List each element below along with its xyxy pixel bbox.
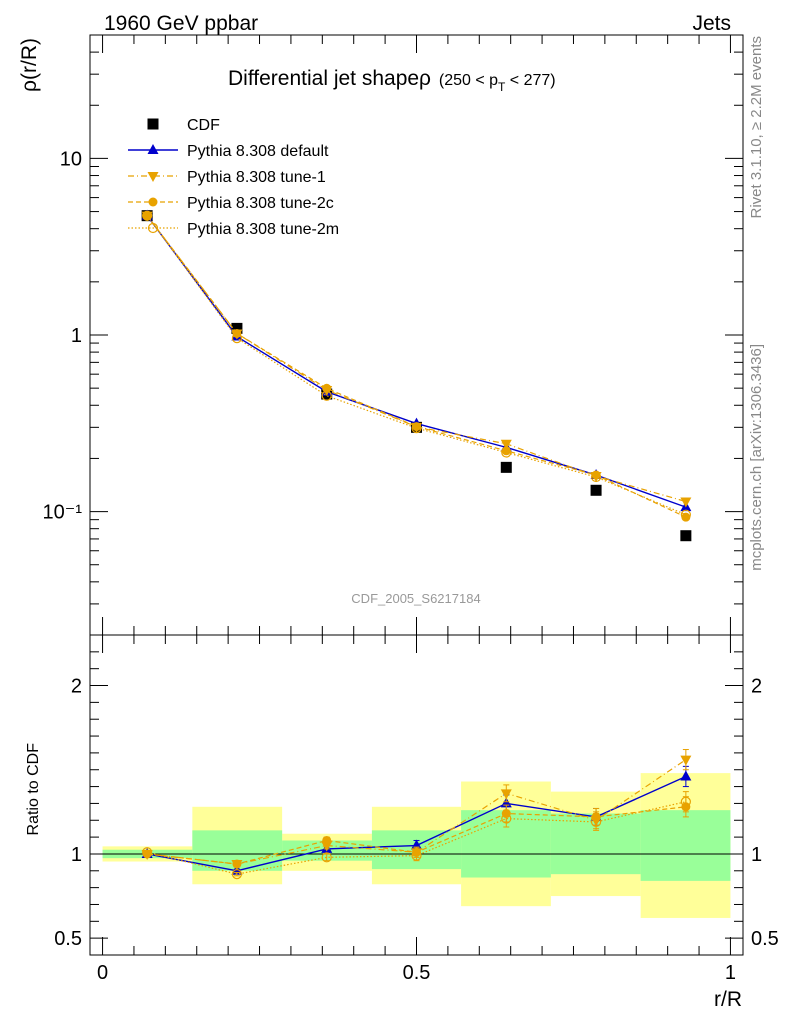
cdf-point: [590, 484, 602, 496]
pythia-8-308-tune-2m-point: [411, 422, 422, 434]
pythia-8-308-tune-2m-ratio-point: [680, 796, 691, 807]
rivet-version-label: Rivet 3.1.10, ≥ 2.2M events: [748, 36, 765, 219]
y-tick-label: 10⁻¹: [43, 502, 83, 524]
pythia-8-308-tune-1-ratio-point: [680, 755, 692, 766]
pythia-8-308-tune-2m-point: [680, 509, 691, 520]
pythia-8-308-tune-2m-point: [142, 210, 153, 221]
ratio-y-tick-label: 0.5: [54, 928, 82, 950]
ratio-y-tick-label-right: 1: [751, 844, 762, 866]
chart-title: Differential jet shapeρ (250 < pT < 277): [228, 67, 556, 94]
x-tick-label: 0.5: [403, 962, 431, 984]
pythia-8-308-tune-2m-ratio-point: [411, 850, 422, 861]
legend-marker-pythia-8-308-tune-2m: [147, 222, 159, 234]
pythia-8-308-tune-2m-ratio-point: [142, 847, 153, 858]
analysis-watermark: CDF_2005_S6217184: [351, 591, 480, 606]
legend-label-pythia-8-308-tune-2m: Pythia 8.308 tune-2m: [187, 221, 339, 238]
ratio-y-tick-label: 2: [71, 676, 82, 698]
cdf-point: [500, 461, 512, 473]
inner-uncertainty-band: [640, 810, 731, 881]
pythia-8-308-tune-2m-line: [146, 215, 687, 516]
pythia-8-308-tune-2m-ratio-point: [321, 852, 332, 863]
pythia-8-308-tune-2m-ratio-point: [501, 813, 512, 824]
pythia-8-308-tune-2m-point: [231, 333, 243, 344]
cdf-point: [680, 530, 692, 542]
legend-label-pythia-8-308-tune-1: Pythia 8.308 tune-1: [187, 169, 326, 186]
legend-label-pythia-8-308-default: Pythia 8.308 default: [187, 143, 329, 160]
pythia-8-308-tune-2m-point: [590, 471, 602, 483]
x-tick-label: 1: [725, 962, 736, 984]
y-tick-label: 1: [71, 325, 82, 347]
pythia-8-308-tune-2c-point: [681, 512, 691, 522]
ratio-y-tick-label: 1: [71, 844, 82, 866]
legend-marker-pythia-8-308-default: [147, 144, 159, 154]
y-axis-label: ρ(r/R): [18, 38, 41, 92]
pythia-8-308-tune-1-line: [146, 215, 687, 503]
pythia-8-308-tune-1-point: [680, 497, 692, 508]
ratio-y-tick-label-right: 2: [751, 676, 762, 698]
pythia-8-308-default-line: [146, 215, 687, 508]
x-tick-label: 0: [97, 962, 108, 984]
x-axis-label: r/R: [714, 988, 742, 1011]
pythia-8-308-tune-2c-point: [322, 383, 332, 393]
pythia-8-308-default-ratio-point: [680, 770, 692, 781]
header-right: Jets: [692, 12, 731, 35]
mcplots-label: mcplots.cern.ch [arXiv:1306.3436]: [748, 344, 765, 571]
header-left: 1960 GeV ppbar: [104, 12, 258, 35]
pythia-8-308-tune-2m-ratio-point: [231, 869, 243, 880]
ratio-y-tick-label-right: 0.5: [751, 928, 779, 950]
pythia-8-308-tune-2c-line: [146, 215, 687, 518]
pythia-8-308-tune-2c-ratio-point: [322, 835, 332, 845]
legend-marker-pythia-8-308-tune-1: [147, 172, 159, 182]
y-tick-label: 10: [60, 148, 82, 170]
pythia-8-308-tune-2m-point: [501, 447, 512, 458]
legend-marker-pythia-8-308-tune-2c: [148, 197, 158, 207]
legend-marker-cdf: [147, 118, 159, 130]
cdf-point: [231, 322, 243, 334]
pythia-8-308-tune-2c-ratio-point: [232, 859, 242, 869]
pythia-8-308-tune-1-ratio-point: [500, 789, 512, 800]
legend-label-pythia-8-308-tune-2c: Pythia 8.308 tune-2c: [187, 195, 334, 212]
pythia-8-308-tune-1-point: [500, 439, 512, 450]
pythia-8-308-tune-2m-point: [321, 390, 332, 401]
legend-label-cdf: CDF: [187, 117, 220, 134]
pythia-8-308-tune-2m-ratio-point: [590, 816, 602, 828]
ratio-y-axis-label: Ratio to CDF: [25, 743, 42, 836]
